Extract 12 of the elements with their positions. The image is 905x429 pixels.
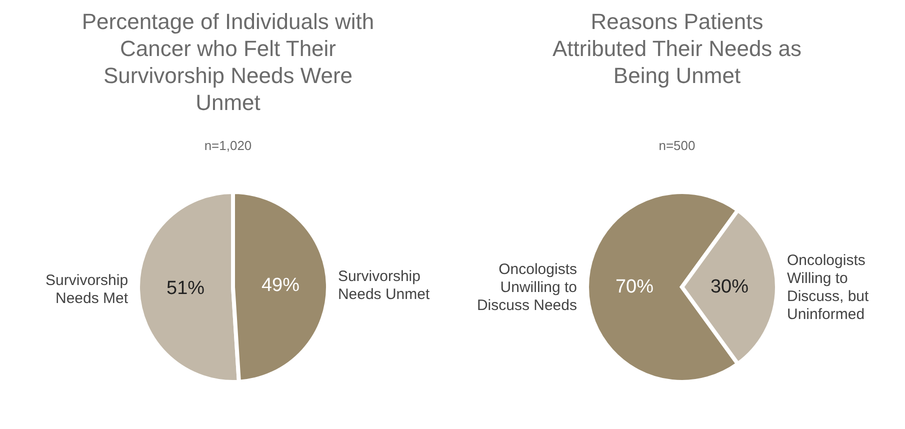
chart-subtitle: n=500	[658, 138, 696, 153]
chart-subtitle: n=1,020	[204, 138, 252, 153]
data-label: 70%	[615, 276, 654, 298]
slice-label: Oncologists Willing to Discuss, but Uninformed	[787, 252, 870, 322]
data-label: 49%	[261, 275, 300, 296]
chart-title: Reasons Patients Attributed Their Needs as Being Unmet	[551, 8, 803, 89]
slice-label: Oncologists Unwilling to Discuss Needs	[476, 260, 577, 314]
chart-title: Percentage of Individuals with Cancer who Felt Their Survivorship Needs Were Unmet	[80, 8, 376, 116]
slice-label: Survivorship Needs Met	[46, 271, 129, 306]
data-label: 51%	[166, 278, 205, 299]
data-label: 30%	[710, 276, 749, 298]
slice-label: Survivorship Needs Unmet	[338, 268, 430, 303]
